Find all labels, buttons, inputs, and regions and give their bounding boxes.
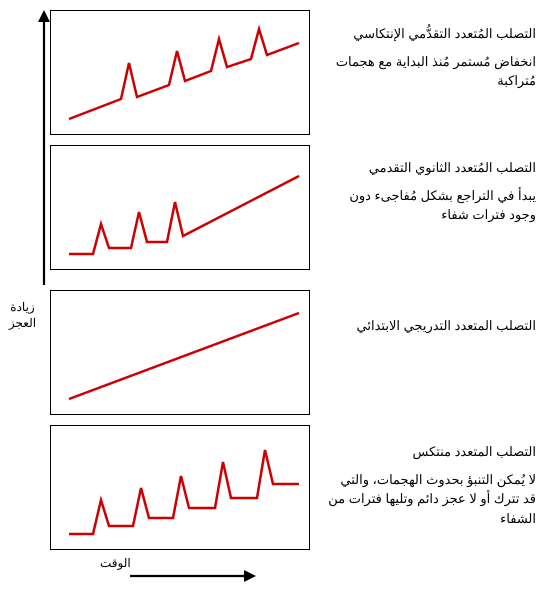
- trace-p3: [69, 313, 299, 399]
- panel-relapsing-progressive: [50, 10, 310, 135]
- title-p3: التصلب المتعدد التدريجي الابتدائي: [326, 316, 536, 336]
- panel-primary-progressive: [50, 290, 310, 415]
- x-axis-arrow: [130, 570, 256, 582]
- panel-secondary-progressive: [50, 145, 310, 270]
- title-p2: التصلب المُتعدد الثانوي التقدمي: [326, 158, 536, 178]
- title-p4: التصلب المتعدد منتكس: [326, 442, 536, 462]
- y-axis-arrow: [38, 10, 50, 285]
- panel-relapsing-remitting: [50, 425, 310, 550]
- chart-svg-p2: [51, 146, 311, 271]
- desc-p2: يبدأ في التراجع بشكل مُفاجىء دون وجود فت…: [326, 186, 536, 225]
- trace-p4: [69, 450, 299, 534]
- x-axis-label: الوقت: [100, 556, 131, 570]
- label-p4: التصلب المتعدد منتكس لا يُمكن التنبؤ بحد…: [326, 442, 536, 528]
- label-p3: التصلب المتعدد التدريجي الابتدائي: [326, 316, 536, 344]
- label-p2: التصلب المُتعدد الثانوي التقدمي يبدأ في …: [326, 158, 536, 225]
- y-axis-label: زيادة العجز: [5, 300, 40, 331]
- label-p1: التصلب المُتعدد التقدُّمي الإنتكاسي انخف…: [326, 24, 536, 91]
- chart-svg-p1: [51, 11, 311, 136]
- chart-svg-p4: [51, 426, 311, 551]
- trace-p2: [69, 176, 299, 254]
- title-p1: التصلب المُتعدد التقدُّمي الإنتكاسي: [326, 24, 536, 44]
- trace-p1: [69, 29, 299, 119]
- chart-svg-p3: [51, 291, 311, 416]
- desc-p4: لا يُمكن التنبؤ بحدوث الهجمات، والتي قد …: [326, 470, 536, 529]
- desc-p1: انخفاض مُستمر مُنذ البداية مع هجمات مُتر…: [326, 52, 536, 91]
